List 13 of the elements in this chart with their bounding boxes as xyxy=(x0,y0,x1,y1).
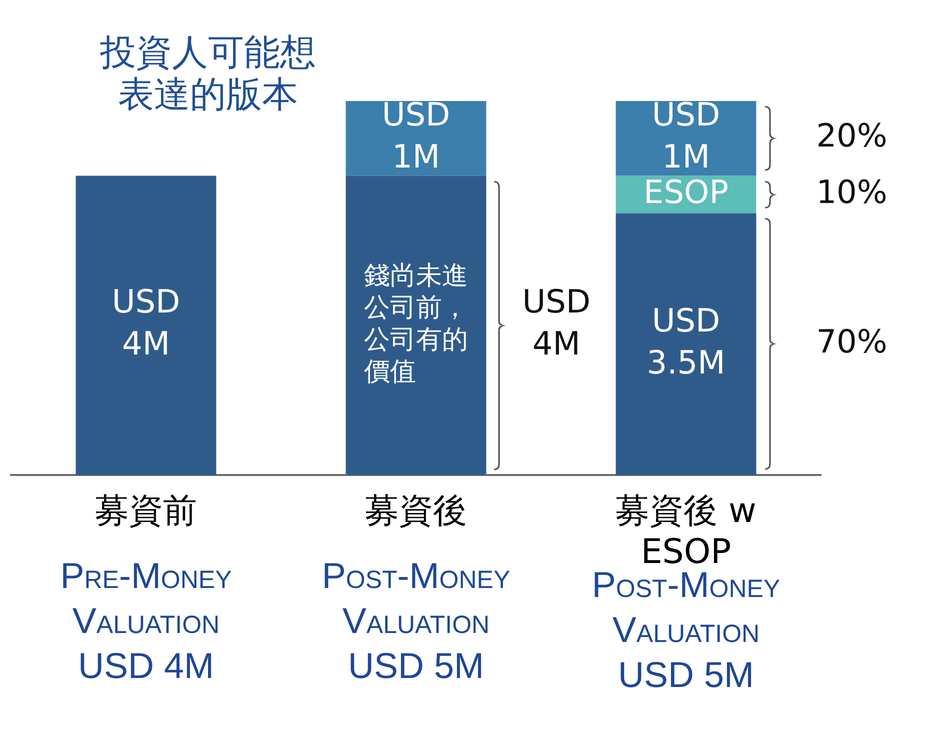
text: Pre-Money Valuation USD 4M xyxy=(60,554,232,686)
annotation: 錢尚未進公司前，公司有的價值 xyxy=(364,261,468,388)
x-tick-label: 募資前 xyxy=(95,491,197,532)
x-tick-label: 募資後 xyxy=(365,491,467,532)
data-label: USD 1M xyxy=(382,96,450,176)
annotation: 10% xyxy=(816,172,888,211)
data-label: USD 4M xyxy=(112,282,180,363)
annotation: 70% xyxy=(816,322,888,360)
data-label: USD 3.5M xyxy=(646,301,726,382)
annotation: USD 4M xyxy=(522,282,591,363)
annotation: 20% xyxy=(816,116,888,155)
chart-title: 投資人可能想表達的版本 xyxy=(99,32,316,116)
text: Post-Money Valuation USD 5M xyxy=(322,554,510,686)
